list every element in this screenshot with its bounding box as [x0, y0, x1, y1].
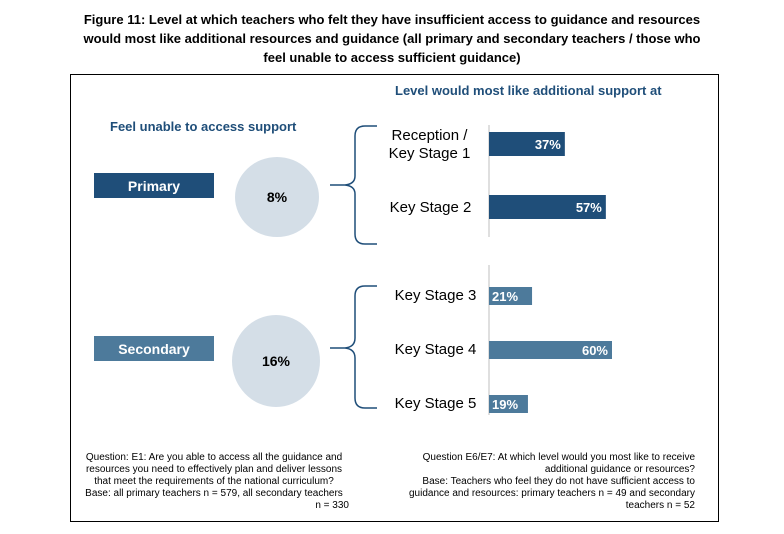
note-line: Question: E1: Are you able to access all…	[85, 452, 343, 463]
title-line: feel unable to access sufficient guidanc…	[263, 50, 521, 65]
bar-secondary-2	[489, 395, 528, 413]
secondary-brace	[330, 285, 377, 409]
bar-value-label: 57%	[576, 200, 602, 215]
title-line: Figure 11: Level at which teachers who f…	[83, 12, 701, 27]
category-label-line: Key Stage 5	[394, 395, 477, 412]
primary-label-box: Primary	[94, 173, 214, 198]
note-line: teachers n = 52	[625, 500, 695, 511]
chart-frame	[70, 74, 719, 522]
bar-secondary-1	[489, 341, 612, 359]
primary-brace	[330, 125, 377, 245]
category-label-ks3: Key Stage 3	[388, 287, 483, 305]
left-header: Feel unable to access support	[110, 119, 297, 134]
title-line: would most like additional resources and…	[83, 31, 701, 46]
note-line: guidance and resources: primary teachers…	[408, 488, 695, 499]
bar-secondary-0	[489, 287, 533, 305]
bar-chart: 37% 57% 21% 60% 19%	[488, 125, 612, 415]
category-label-reception-ks1: Reception / Key Stage 1	[383, 127, 476, 163]
left-note: Question: E1: Are you able to access all…	[79, 452, 349, 512]
primary-percent: 8%	[266, 189, 288, 205]
secondary-percent: 16%	[261, 353, 291, 369]
category-label-line: Key Stage 2	[389, 199, 472, 216]
bar-primary-1	[489, 195, 606, 219]
right-header: Level would most like additional support…	[395, 83, 662, 98]
note-line: that meet the requirements of the nation…	[94, 476, 334, 487]
secondary-label: Secondary	[118, 340, 190, 357]
category-label-line: Key Stage 1	[388, 145, 471, 162]
category-label-ks2: Key Stage 2	[383, 199, 478, 217]
bar-value-label: 37%	[535, 137, 561, 152]
figure-title: Figure 11: Level at which teachers who f…	[40, 10, 744, 67]
category-label-ks5: Key Stage 5	[388, 395, 483, 413]
bar-primary-0	[489, 132, 565, 156]
primary-label: Primary	[127, 177, 181, 194]
category-label-line: Reception /	[391, 127, 468, 144]
primary-percent-circle: 8%	[235, 157, 319, 237]
secondary-percent-circle: 16%	[232, 315, 320, 407]
right-note: Question E6/E7: At which level would you…	[389, 452, 695, 512]
note-line: Base: Teachers who feel they do not have…	[422, 476, 695, 487]
note-line: Base: all primary teachers n = 579, all …	[85, 488, 343, 499]
category-label-line: Key Stage 3	[394, 287, 477, 304]
bar-value-label: 60%	[582, 343, 608, 358]
bar-value-label: 21%	[492, 289, 518, 304]
note-line: resources you need to effectively plan a…	[85, 464, 343, 475]
category-label-ks4: Key Stage 4	[388, 341, 483, 359]
note-line: additional guidance or resources?	[544, 464, 695, 475]
category-label-line: Key Stage 4	[394, 341, 477, 358]
bar-value-label: 19%	[492, 397, 518, 412]
note-line: Question E6/E7: At which level would you…	[422, 452, 695, 463]
secondary-label-box: Secondary	[94, 336, 214, 361]
note-line: n = 330	[315, 500, 349, 511]
